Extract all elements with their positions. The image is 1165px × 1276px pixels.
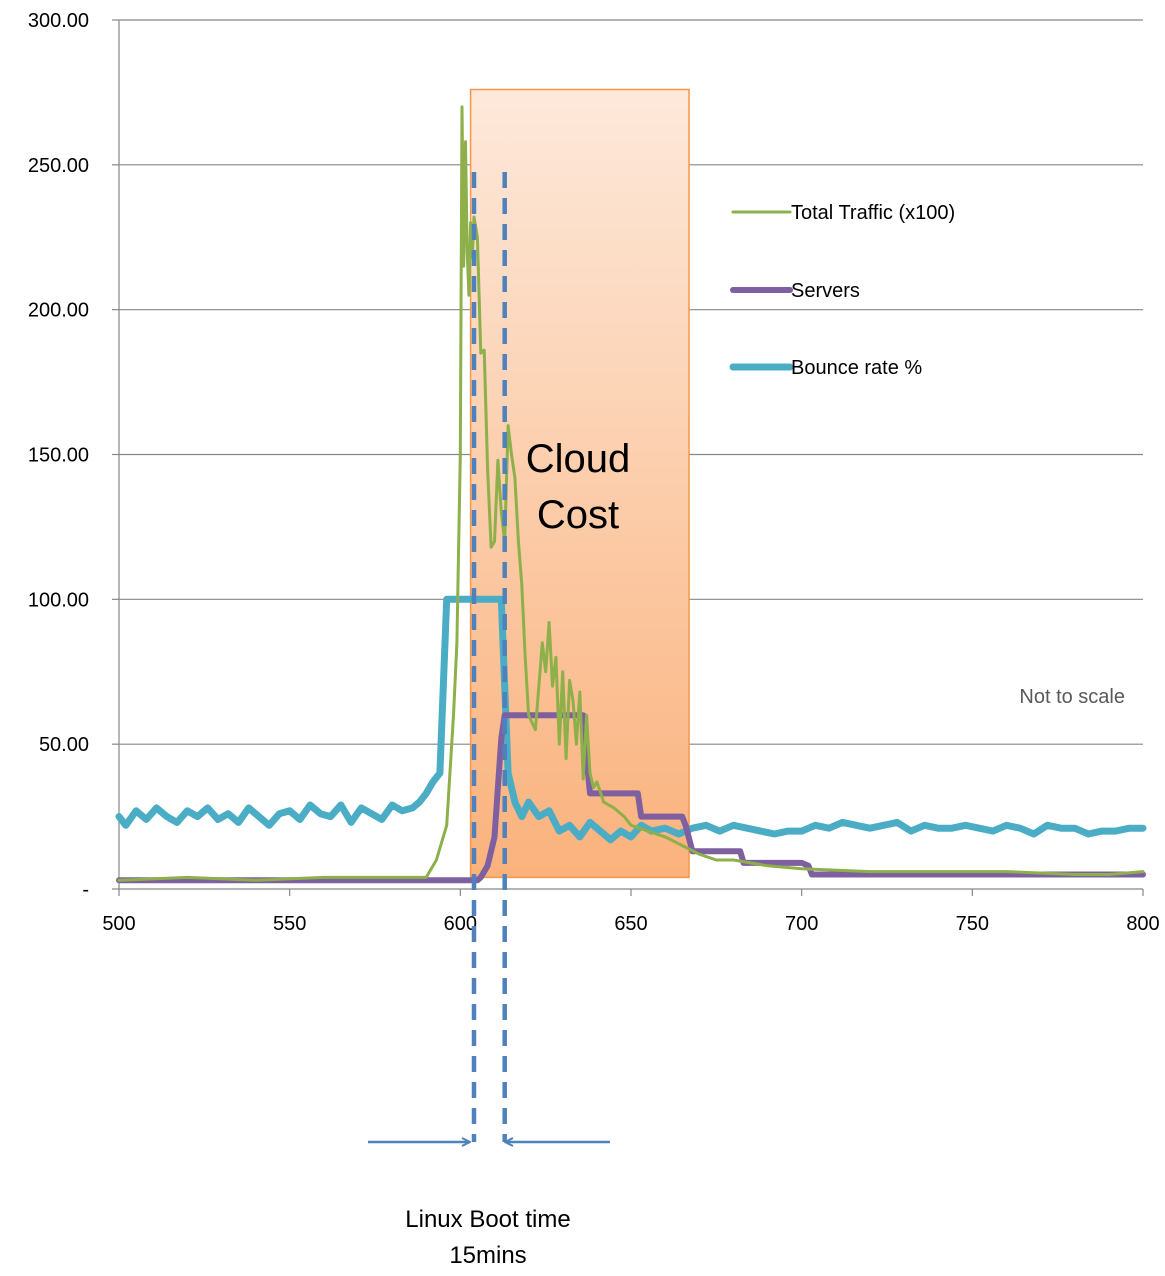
series-line-total-traffic-x100: [117, 105, 1145, 882]
x-tick-label: 600: [444, 913, 477, 935]
x-axis: 500 550 600 650 700 750 800: [102, 888, 1160, 935]
series-line-servers: [116, 712, 1146, 884]
boot-time-markers: [471, 172, 507, 1142]
x-tick-label: 750: [956, 913, 989, 935]
x-tick-label: 700: [785, 913, 818, 935]
y-tick-label: 250.00: [28, 155, 89, 177]
y-axis: - 50.00 100.00 150.00 200.00 250.00 300.00: [28, 10, 120, 901]
boot-time-label-line2: 15mins: [449, 1242, 526, 1269]
x-tick-label: 550: [273, 913, 306, 935]
boot-time-label-line1: Linux Boot time: [405, 1206, 570, 1233]
legend-label: Total Traffic (x100): [791, 202, 955, 224]
legend-label: Servers: [791, 280, 860, 302]
cloud-cost-label-line1: Cloud: [526, 437, 631, 481]
y-tick-label: 50.00: [39, 734, 89, 756]
y-tick-label: 100.00: [28, 589, 89, 611]
x-tick-label: 650: [614, 913, 647, 935]
legend: Total Traffic (x100) Servers Bounce rate %: [729, 202, 955, 379]
series-layer: [115, 105, 1147, 884]
not-to-scale-note: Not to scale: [1019, 686, 1125, 708]
legend-label: Bounce rate %: [791, 357, 922, 379]
cloud-cost-label-line2: Cost: [537, 493, 619, 537]
x-tick-label: 800: [1126, 913, 1159, 935]
y-tick-label: 150.00: [28, 445, 89, 467]
y-tick-label: 200.00: [28, 300, 89, 322]
series-line-bounce-rate: [115, 595, 1147, 844]
x-tick-label: 500: [102, 913, 135, 935]
y-tick-label: -: [82, 879, 89, 901]
y-tick-label: 300.00: [28, 10, 89, 32]
